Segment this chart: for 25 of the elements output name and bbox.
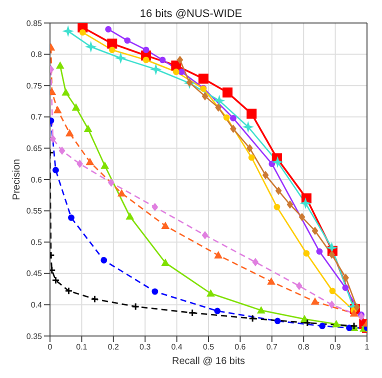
chart-title: 16 bits @NUS-WIDE	[138, 8, 244, 20]
y-tick-label: 0.45	[26, 269, 43, 278]
x-axis-title: Recall @ 16 bits	[172, 356, 245, 367]
x-tick-label: 0.9	[330, 342, 342, 352]
y-tick-label: 0.5	[30, 238, 43, 247]
y-tick-label: 0.6	[30, 175, 43, 184]
y-tick-label: 0.35	[26, 332, 43, 341]
y-tick-label: 0.85	[26, 18, 43, 28]
x-tick-label: 0.8	[298, 342, 310, 352]
y-tick-label: 0.4	[30, 300, 43, 310]
x-tick-label: 0.5	[202, 342, 215, 352]
y-tick-label: 0.7	[30, 112, 43, 122]
x-tick-label: 0.7	[266, 342, 278, 352]
x-tick-label: 0.4	[171, 342, 183, 352]
x-tick-label: 0.2	[108, 342, 120, 352]
x-tick-label: 0.6	[234, 342, 246, 352]
x-tick-label: 1	[364, 342, 370, 352]
y-tick-label: 0.75	[26, 81, 43, 90]
y-tick-label: 0.8	[30, 50, 43, 60]
x-tick-label: 0.3	[140, 342, 152, 352]
y-axis-title: Precision	[12, 158, 23, 200]
x-tick-label: 0	[48, 342, 53, 352]
x-tick-label: 0.1	[76, 342, 88, 352]
y-tick-label: 0.55	[26, 206, 43, 216]
y-tick-label: 0.65	[26, 144, 43, 154]
